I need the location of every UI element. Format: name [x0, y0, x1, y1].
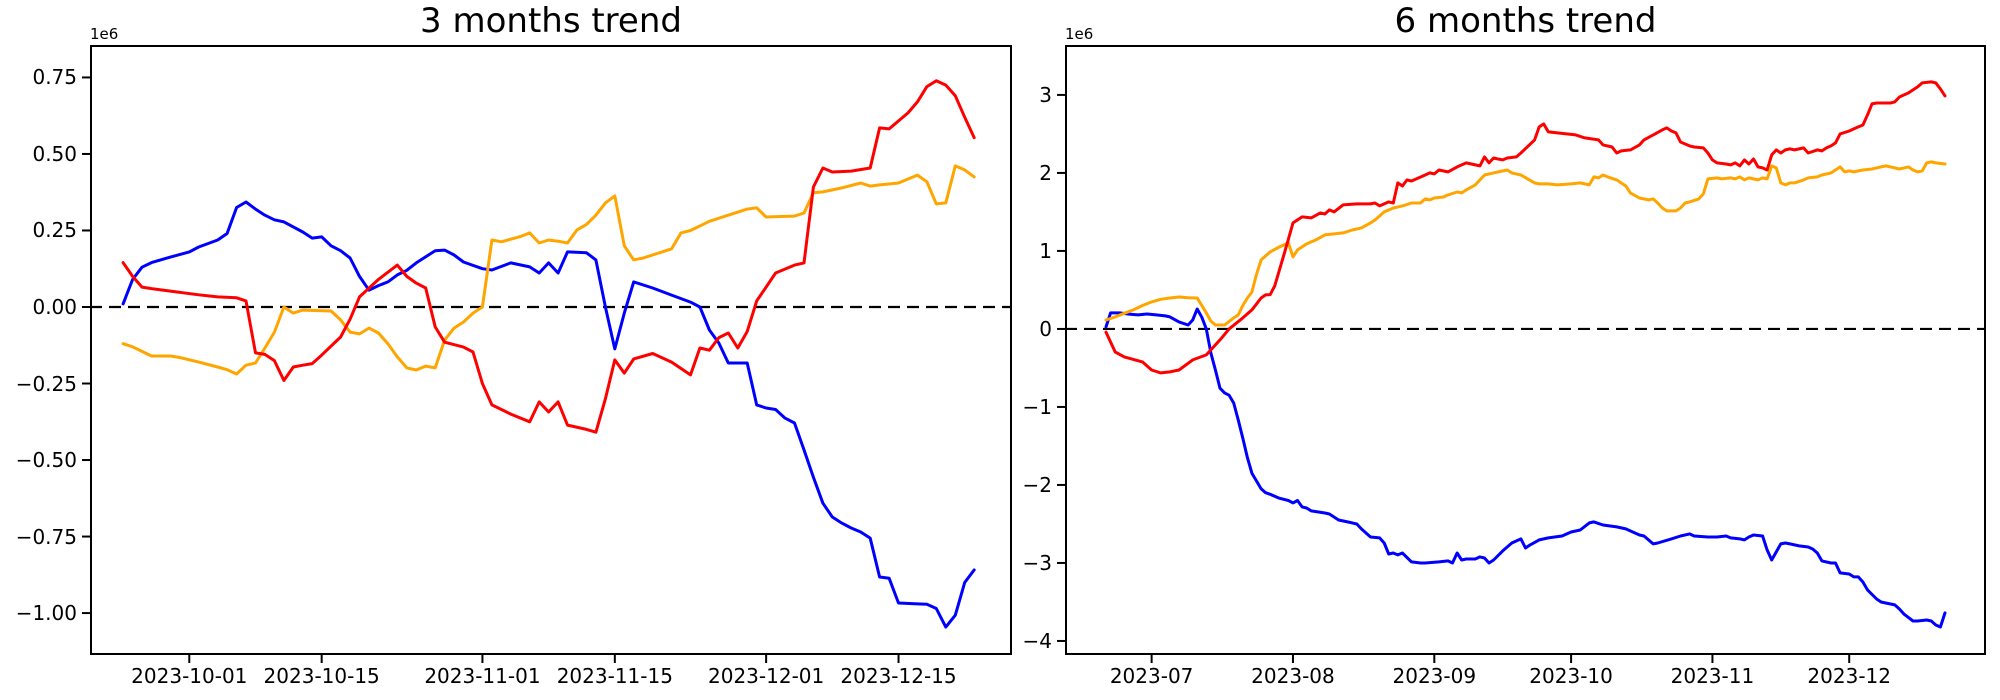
- tick-marks: [82, 76, 900, 663]
- y-tick-label: −0.50: [15, 448, 77, 473]
- tick-marks: [1057, 93, 1851, 663]
- x-tick-label: 2023-10-15: [263, 664, 380, 688]
- plot-border: [1065, 45, 1986, 655]
- y-tick-label: 1: [1039, 238, 1052, 263]
- y-axis-offset-label: 1e6: [90, 25, 119, 43]
- series-blue-line: [1104, 307, 1947, 629]
- y-tick-label: −1: [1022, 394, 1052, 419]
- series-red-line: [121, 79, 976, 434]
- plot-area-3-months: [82, 45, 1012, 663]
- y-tick-label: −0.75: [15, 524, 77, 549]
- x-tick-label: 2023-08: [1251, 664, 1335, 688]
- x-tick-label: 2023-11-01: [424, 664, 541, 688]
- y-tick-label: −0.25: [15, 371, 77, 396]
- series-blue-line: [121, 200, 976, 629]
- chart-panel-3-months: 3 months trend 1e6 0.75 0.50 0.25 0.00 −0.25…: [16, 2, 1012, 686]
- plot-border: [90, 45, 1012, 655]
- y-tick-label: 0.75: [32, 65, 77, 90]
- y-tick-label: 0.00: [32, 294, 77, 319]
- x-tick-label: 2023-12: [1807, 664, 1891, 688]
- chart-title-3-months: 3 months trend: [420, 0, 682, 41]
- x-tick-label: 2023-12-01: [708, 664, 825, 688]
- x-tick-label: 2023-09: [1392, 664, 1477, 688]
- y-tick-label: 0.25: [32, 218, 77, 243]
- series-orange-line: [1104, 160, 1947, 327]
- series-red-line: [1104, 80, 1947, 375]
- y-axis-offset-label: 1e6: [1065, 25, 1094, 43]
- y-tick-label: −2: [1022, 472, 1052, 497]
- y-tick-label: 0: [1039, 316, 1052, 341]
- plot-area-6-months: [1057, 45, 1986, 663]
- y-tick-label: 0.50: [32, 141, 77, 166]
- x-tick-label: 2023-10-01: [131, 664, 248, 688]
- x-tick-label: 2023-11-15: [556, 664, 673, 688]
- y-tick-label: −3: [1022, 550, 1052, 575]
- x-tick-label: 2023-07: [1109, 664, 1194, 688]
- x-tick-label: 2023-10: [1529, 664, 1613, 688]
- y-tick-label: −4: [1022, 628, 1052, 653]
- x-tick-label: 2023-11: [1670, 664, 1755, 688]
- y-tick-label: 2: [1039, 160, 1052, 185]
- y-tick-label: −1.00: [15, 601, 77, 626]
- chart-title-6-months: 6 months trend: [1394, 0, 1657, 41]
- x-tick-label: 2023-12-15: [840, 664, 957, 688]
- series-orange-line: [121, 164, 976, 376]
- y-tick-label: 3: [1039, 82, 1052, 107]
- chart-panel-6-months: 6 months trend 1e6 3 2 1 0 −1 −2 −3 −4 2023-07 20…: [1023, 2, 1986, 686]
